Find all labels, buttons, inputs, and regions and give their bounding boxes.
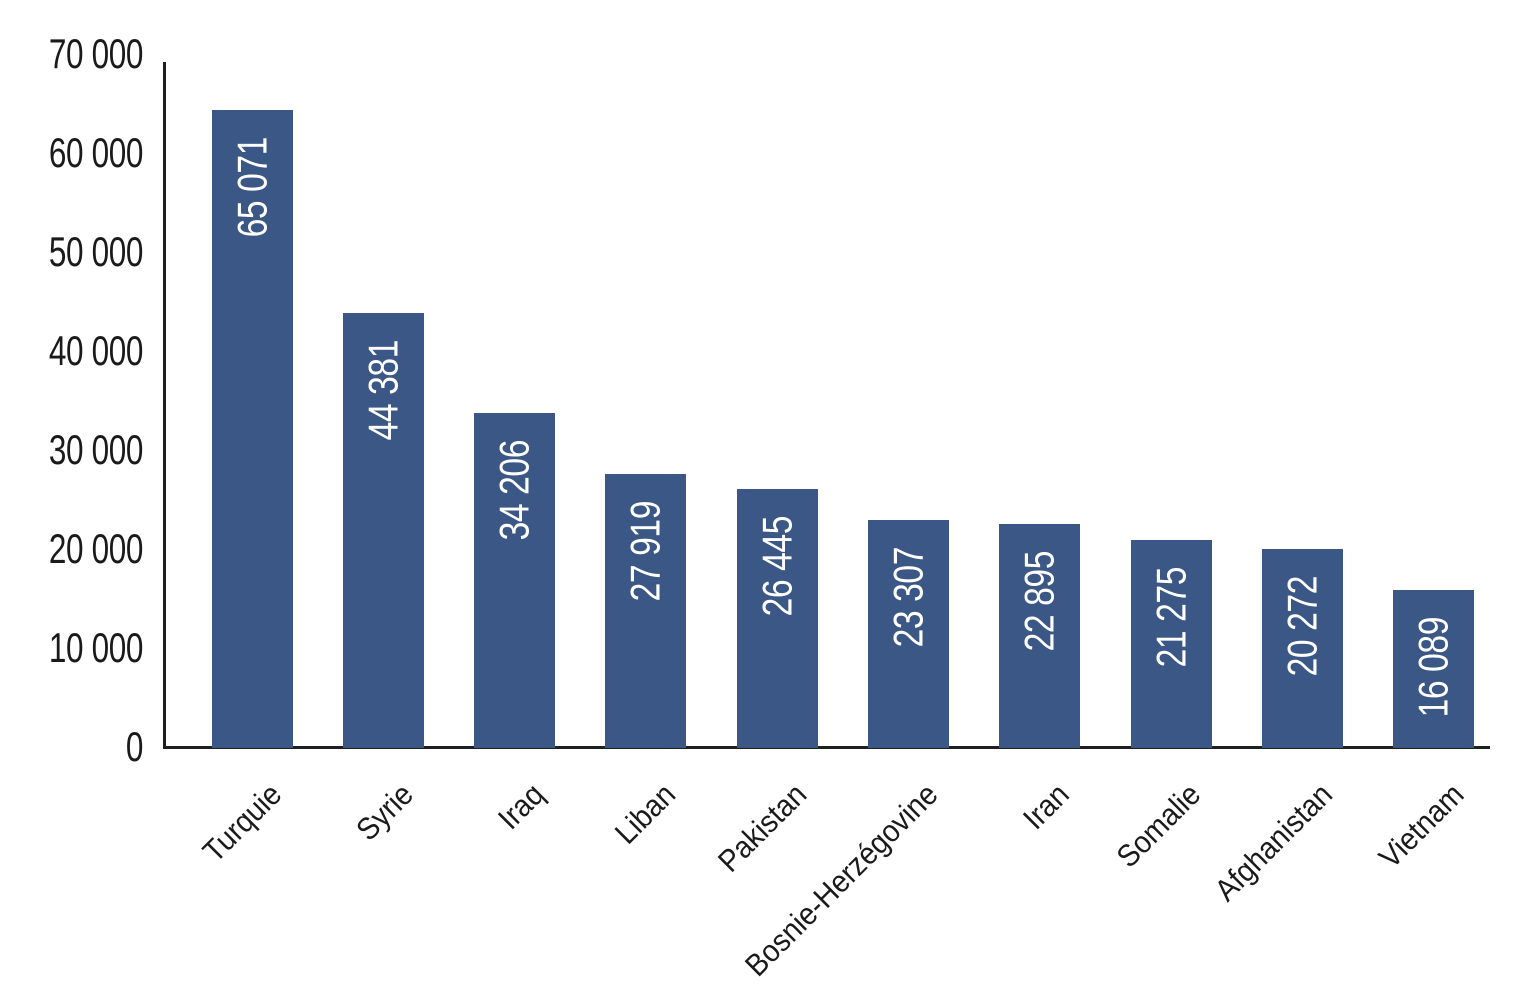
- x-tick-label-vietnam: Vietnam: [1371, 776, 1471, 875]
- bar-vietnam: [1393, 590, 1474, 748]
- bar-syrie: [343, 313, 424, 748]
- bar-value-label: 26 445: [753, 516, 801, 617]
- bar-value-label: 21 275: [1147, 567, 1195, 668]
- y-tick-label: 70 000: [48, 30, 143, 77]
- bar-iran: [999, 524, 1080, 748]
- x-tick-label-liban: Liban: [608, 776, 683, 851]
- bar-bosnie-herzégovine: [868, 520, 949, 748]
- x-axis-line: [163, 746, 1490, 749]
- bar-value-label: 22 895: [1015, 551, 1063, 652]
- x-tick-label-turquie: Turquie: [195, 776, 289, 869]
- bar-somalie: [1131, 540, 1212, 748]
- y-axis-line: [163, 62, 166, 748]
- x-tick-label-syrie: Syrie: [348, 776, 420, 848]
- y-tick-label: 0: [125, 723, 144, 770]
- y-tick-label: 40 000: [48, 327, 143, 374]
- bar-liban: [605, 474, 686, 748]
- x-tick-label-somalie: Somalie: [1109, 776, 1208, 875]
- bar-value-label: 23 307: [884, 547, 932, 648]
- bar-pakistan: [737, 489, 818, 748]
- y-tick-label: 60 000: [48, 129, 143, 176]
- bar-iraq: [474, 413, 555, 748]
- bar-afghanistan: [1262, 549, 1343, 748]
- y-tick-label: 50 000: [48, 228, 143, 275]
- bar-value-label: 16 089: [1409, 617, 1457, 718]
- x-tick-label-afghanistan: Afghanistan: [1207, 776, 1339, 908]
- bar-value-label: 34 206: [490, 440, 538, 541]
- y-tick-label: 20 000: [48, 525, 143, 572]
- x-tick-label-iran: Iran: [1016, 776, 1077, 837]
- bar-value-label: 44 381: [359, 340, 407, 441]
- x-tick-label-iraq: Iraq: [491, 776, 551, 837]
- bar-value-label: 65 071: [228, 137, 275, 238]
- x-tick-label-pakistan: Pakistan: [711, 776, 814, 879]
- y-tick-label: 30 000: [48, 426, 143, 473]
- bar-turquie: [212, 110, 293, 748]
- bar-value-label: 20 272: [1278, 576, 1326, 677]
- bar-value-label: 27 919: [621, 501, 669, 602]
- y-tick-label: 10 000: [48, 624, 143, 671]
